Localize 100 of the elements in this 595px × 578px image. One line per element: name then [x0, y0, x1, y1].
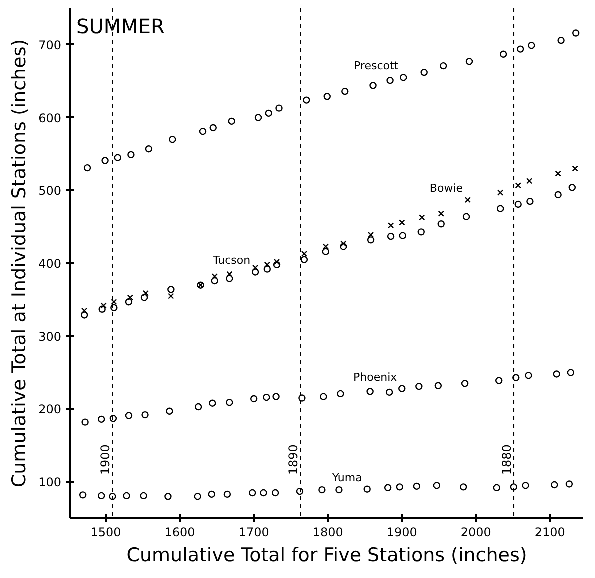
point [568, 184, 576, 192]
point [252, 268, 260, 276]
point [100, 302, 107, 309]
point [399, 220, 406, 226]
point [336, 486, 343, 494]
point [420, 69, 428, 76]
point [525, 372, 532, 380]
point [140, 492, 148, 500]
point [324, 93, 331, 100]
point [433, 482, 441, 490]
point [419, 214, 426, 221]
point [342, 88, 349, 96]
point [250, 395, 258, 403]
point [98, 306, 106, 313]
point [276, 104, 283, 112]
point [123, 492, 130, 500]
point [224, 490, 232, 498]
point [114, 154, 122, 162]
point [500, 50, 508, 58]
point [493, 484, 500, 492]
point [496, 377, 503, 384]
point [98, 416, 106, 424]
point [340, 243, 348, 250]
point [551, 481, 558, 489]
point [298, 394, 306, 402]
point [168, 286, 175, 294]
point [434, 382, 442, 390]
point [265, 110, 272, 118]
y-tick-label: 700 [38, 38, 62, 52]
point [274, 258, 280, 266]
point [515, 182, 522, 189]
point [388, 222, 394, 229]
point [208, 490, 216, 498]
point [572, 30, 580, 37]
point [168, 293, 174, 300]
x-axis-title: Cumulative Total for Five Stations (inches) [126, 544, 528, 566]
point [364, 486, 371, 493]
y-tick-label: 100 [38, 476, 62, 490]
point [199, 128, 207, 136]
point [440, 62, 448, 70]
x-tick-label: 1700 [238, 526, 270, 540]
annotation: Tucson [212, 254, 251, 268]
point [145, 146, 153, 153]
point [512, 374, 520, 382]
point [387, 232, 395, 240]
point [110, 304, 118, 312]
point [84, 164, 92, 172]
point [125, 412, 133, 420]
y-tick-label: 300 [38, 330, 62, 344]
annotation: Bowie [430, 182, 464, 196]
point [210, 124, 217, 132]
point [572, 166, 578, 172]
y-tick-label: 500 [38, 184, 62, 198]
point [526, 198, 534, 206]
point [370, 82, 377, 90]
point [260, 489, 268, 497]
point [102, 157, 109, 164]
x-tick-label: 1800 [312, 526, 344, 540]
point [555, 170, 562, 177]
point [194, 403, 202, 411]
point [272, 489, 280, 497]
annotation: 1900 [98, 444, 113, 476]
point [386, 388, 394, 396]
point [272, 393, 280, 400]
x-tick-label: 1600 [164, 526, 196, 540]
point [264, 266, 272, 273]
point [164, 493, 172, 500]
x-tick-label: 2100 [534, 526, 566, 540]
point [128, 151, 135, 159]
point [438, 220, 445, 228]
x-tick-label: 1900 [386, 526, 418, 540]
point [554, 191, 562, 199]
point [438, 210, 444, 218]
annotation: 1880 [500, 444, 514, 476]
y-axis-title: Cumulative Total at Individual Stations (inches) [8, 39, 31, 488]
point [396, 484, 404, 491]
point [254, 114, 262, 122]
y-tick-label: 200 [38, 402, 62, 417]
point [416, 383, 423, 390]
point [337, 390, 344, 398]
point [80, 312, 88, 319]
point [110, 415, 118, 422]
x-tick-label: 1500 [90, 526, 122, 540]
y-tick-label: 600 [38, 111, 62, 126]
point [211, 277, 218, 285]
point [209, 400, 216, 407]
point [418, 228, 425, 236]
annotation: 1890 [286, 444, 301, 476]
point [228, 118, 236, 126]
point [386, 77, 394, 84]
point [461, 380, 469, 388]
point [464, 197, 472, 204]
point [400, 74, 408, 82]
point [340, 240, 347, 247]
point [526, 178, 533, 184]
y-tick-label: 400 [38, 257, 62, 271]
point [296, 488, 304, 496]
point [516, 46, 524, 53]
point [140, 294, 148, 302]
point [496, 205, 504, 212]
